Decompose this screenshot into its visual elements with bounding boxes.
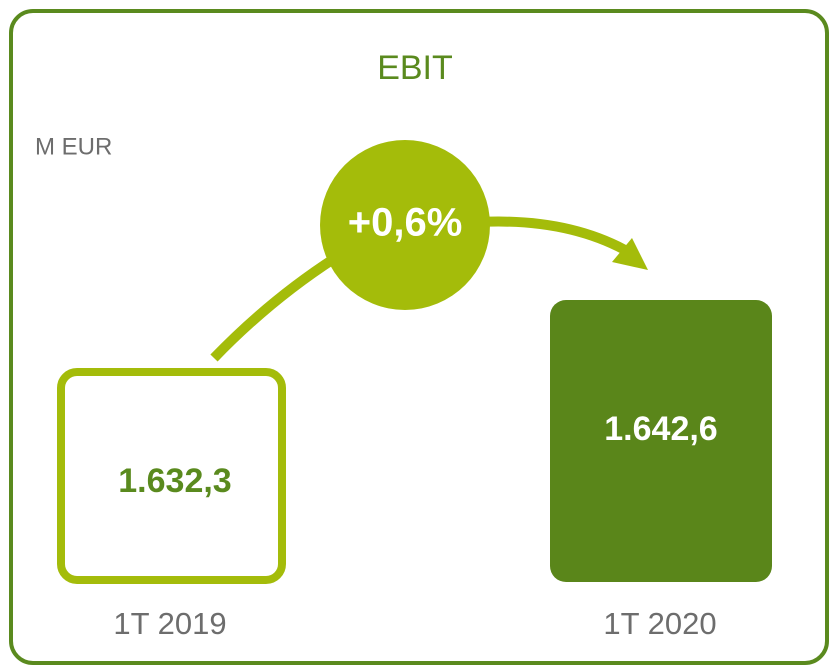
- box-2020: [550, 300, 772, 582]
- label-2019: 1T 2019: [113, 606, 226, 641]
- unit: M EUR: [35, 133, 112, 160]
- value-2019: 1.632,3: [118, 462, 231, 500]
- arrow-head: [612, 238, 648, 270]
- arrow-out: [479, 216, 628, 255]
- change-circle: [320, 140, 490, 310]
- label-2020: 1T 2020: [603, 606, 716, 641]
- value-2020: 1.642,6: [604, 410, 717, 448]
- title: EBIT: [377, 49, 453, 87]
- change: +0,6%: [348, 201, 463, 245]
- box-2019: [57, 368, 286, 584]
- arrow-in: [210, 253, 338, 362]
